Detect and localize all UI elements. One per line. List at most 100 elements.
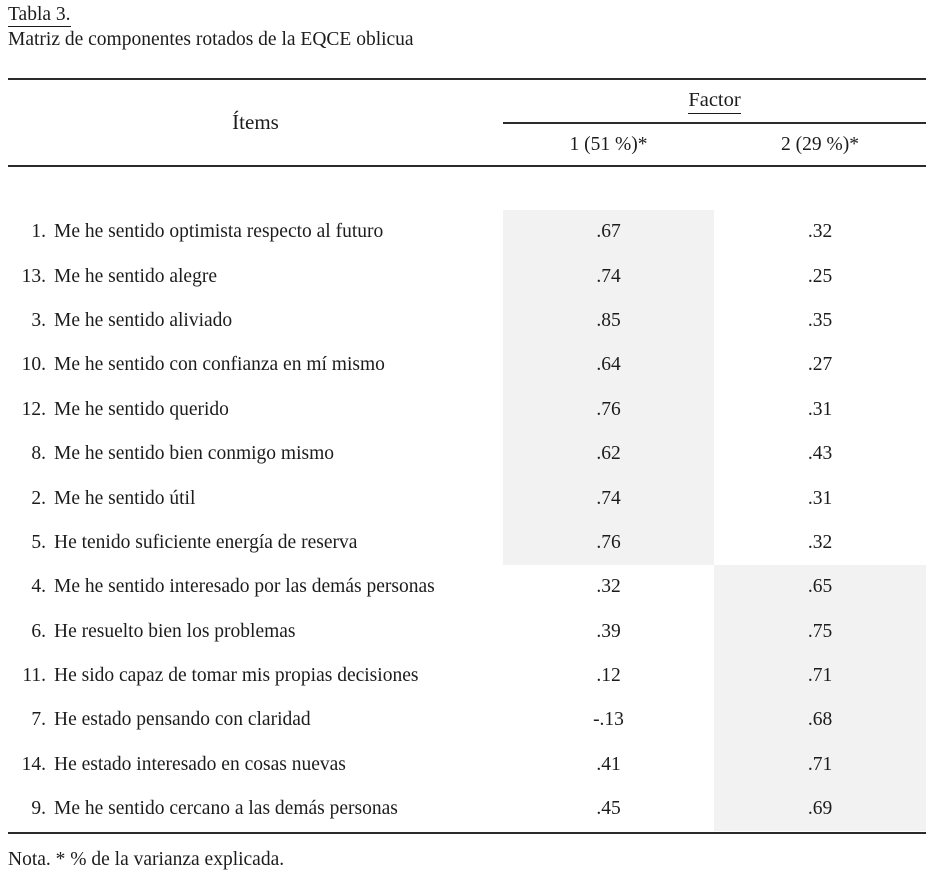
item-number: 11. [22, 665, 46, 687]
table-row: 1. Me he sentido optimista respecto al fu… [8, 210, 926, 255]
factor1-value: .85 [503, 298, 714, 344]
factor2-value: .65 [714, 565, 926, 610]
item-cell: 5. He tenido suficiente energía de reserv… [8, 521, 503, 565]
table-row: 12. Me he sentido querido .76 .31 [8, 387, 926, 432]
item-cell: 12. Me he sentido querido [8, 388, 503, 432]
column-header-factor-2: 2 (29 %)* [781, 133, 859, 155]
factor2-value: .31 [807, 487, 833, 509]
table-row: 7. He estado pensando con claridad -.13 .68 [8, 698, 926, 743]
factor-subheaders: 1 (51 %)* 2 (29 %)* [503, 124, 926, 165]
item-cell: 1. Me he sentido optimista respecto al fu… [8, 210, 503, 254]
item-label: Me he sentido alegre [54, 265, 217, 287]
item-label: Me he sentido querido [54, 398, 229, 420]
factor1-value: .45 [596, 798, 621, 820]
item-cell: 4. Me he sentido interesado por las demás… [8, 565, 503, 609]
factor2-value: .31 [807, 398, 833, 420]
item-label: Me he sentido útil [54, 487, 196, 509]
table-row: 13. Me he sentido alegre .74 .25 [8, 254, 926, 299]
factor1-value: .76 [503, 520, 714, 566]
item-cell: 11. He sido capaz de tomar mis propias de… [8, 654, 503, 698]
table-header: Ítems Factor 1 (51 %)* 2 (29 %)* [8, 78, 926, 167]
factor-header-group: Factor 1 (51 %)* 2 (29 %)* [503, 80, 926, 165]
table-row: 3. Me he sentido aliviado .85 .35 [8, 298, 926, 344]
column-header-factor: Factor [688, 89, 741, 114]
item-number: 13. [21, 265, 46, 287]
table-row: 5. He tenido suficiente energía de reserv… [8, 520, 926, 566]
item-number: 3. [31, 309, 46, 331]
factor-header-rule [503, 122, 926, 124]
table-row: 6. He resuelto bien los problemas .39 .75 [8, 609, 926, 654]
factor2-value: .25 [807, 265, 833, 287]
factor2-value: .71 [714, 742, 926, 788]
table-note: Nota. * % de la varianza explicada. [8, 849, 285, 870]
column-header-items: Ítems [232, 110, 279, 134]
factor2-value: .32 [807, 221, 833, 243]
factor2-value: .32 [807, 531, 833, 553]
table-row: 8. Me he sentido bien conmigo mismo .62 .43 [8, 431, 926, 477]
item-number: 9. [31, 798, 46, 820]
table-caption: Tabla 3. Matriz de componentes rotados d… [0, 0, 933, 78]
column-header-factor-1: 1 (51 %)* [569, 133, 648, 155]
factor1-value: .62 [503, 431, 714, 477]
item-cell: 14. He estado interesado en cosas nuevas [8, 743, 503, 787]
table-caption-line: Tabla 3. [8, 4, 925, 27]
item-number: 7. [31, 709, 46, 731]
factor1-value: .74 [503, 254, 714, 299]
factor1-value: .41 [596, 753, 621, 775]
item-cell: 9. Me he sentido cercano a las demás pers… [8, 787, 503, 831]
item-number: 6. [31, 620, 46, 642]
item-cell: 7. He estado pensando con claridad [8, 698, 503, 742]
item-label: Me he sentido optimista respecto al futu… [54, 221, 384, 243]
factor1-value: .32 [596, 576, 621, 598]
factor1-value: .76 [503, 387, 714, 432]
item-label: Me he sentido bien conmigo mismo [54, 443, 335, 465]
item-cell: 3. Me he sentido aliviado [8, 299, 503, 343]
item-cell: 8. Me he sentido bien conmigo mismo [8, 432, 503, 476]
factor1-value: -.13 [593, 709, 624, 731]
factor1-value: .74 [503, 476, 714, 521]
component-matrix-table: Ítems Factor 1 (51 %)* 2 (29 %)* 1. Me he… [8, 78, 926, 834]
item-cell: 13. Me he sentido alegre [8, 254, 503, 298]
item-label: He estado pensando con claridad [54, 709, 311, 731]
factor2-value: .27 [807, 354, 833, 376]
item-number: 8. [31, 443, 46, 465]
item-label: Me he sentido con confianza en mí mismo [54, 354, 385, 376]
factor2-value: .69 [714, 787, 926, 832]
table-row: 2. Me he sentido útil .74 .31 [8, 476, 926, 521]
item-label: He tenido suficiente energía de reserva [54, 531, 358, 553]
factor2-value: .43 [807, 443, 833, 465]
item-number: 10. [21, 354, 46, 376]
factor1-value: .12 [596, 665, 621, 687]
item-number: 2. [31, 487, 46, 509]
item-label: Me he sentido cercano a las demás person… [54, 798, 398, 820]
table-body: 1. Me he sentido optimista respecto al fu… [8, 167, 926, 834]
factor2-value: .68 [714, 698, 926, 743]
factor2-value: .75 [714, 609, 926, 654]
item-number: 5. [31, 531, 46, 553]
item-number: 12. [21, 398, 46, 420]
item-label: Me he sentido interesado por las demás p… [54, 576, 435, 598]
factor1-value: .39 [596, 620, 621, 642]
factor2-value: .35 [807, 309, 833, 331]
item-label: He estado interesado en cosas nuevas [54, 753, 346, 775]
factor1-value: .67 [503, 210, 714, 255]
item-number: 4. [31, 576, 46, 598]
item-number: 1. [31, 221, 46, 243]
table-caption-label: Tabla 3. [8, 4, 71, 27]
table-row: 14. He estado interesado en cosas nuevas.… [8, 742, 926, 788]
item-cell: 6. He resuelto bien los problemas [8, 610, 503, 654]
table-row: 4. Me he sentido interesado por las demás… [8, 565, 926, 610]
item-label: He resuelto bien los problemas [54, 620, 296, 642]
item-cell: 10. Me he sentido con confianza en mí mis… [8, 343, 503, 387]
table-caption-title: Matriz de componentes rotados de la EQCE… [8, 29, 414, 50]
item-number: 14. [21, 753, 46, 775]
table-row: 11. He sido capaz de tomar mis propias de… [8, 653, 926, 699]
table-row: 10. Me he sentido con confianza en mí mis… [8, 343, 926, 388]
item-cell: 2. Me he sentido útil [8, 476, 503, 520]
item-label: Me he sentido aliviado [54, 309, 233, 331]
factor2-value: .71 [714, 653, 926, 699]
factor1-value: .64 [503, 343, 714, 388]
item-label: He sido capaz de tomar mis propias decis… [54, 665, 419, 687]
table-row: 9. Me he sentido cercano a las demás pers… [8, 787, 926, 832]
